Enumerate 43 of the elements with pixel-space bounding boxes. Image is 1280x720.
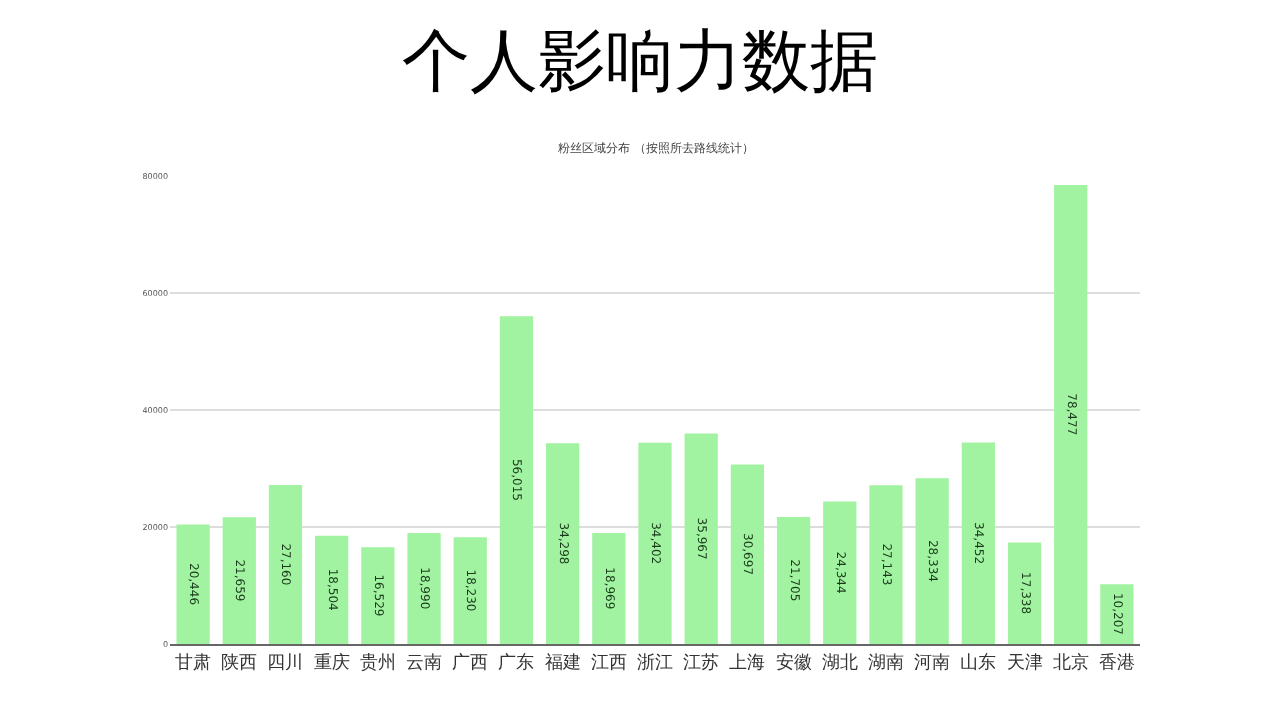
bar: [268, 485, 303, 644]
x-tick-label: 河南: [914, 651, 951, 674]
bar: [499, 316, 534, 644]
bar: [1054, 184, 1088, 644]
x-tick-label: 陕西: [221, 651, 258, 674]
bar: [915, 478, 949, 644]
chart-title: 个人影响力数据: [402, 21, 878, 102]
x-tick-label: 云南: [406, 651, 443, 674]
bar: [730, 464, 764, 644]
bar: [823, 501, 857, 644]
bar: [684, 433, 718, 644]
x-tick-label: 香港: [1098, 651, 1135, 674]
x-tick-label: 四川: [267, 651, 304, 674]
bar: [361, 547, 395, 644]
x-tick-label: 重庆: [313, 651, 350, 674]
x-tick-label: 广西: [452, 651, 489, 674]
x-tick-label: 江西: [590, 651, 627, 674]
x-tick-label: 浙江: [637, 651, 673, 674]
bar: [638, 442, 672, 644]
bar: [453, 537, 487, 644]
x-tick-label: 湖南: [867, 651, 904, 674]
x-tick-label: 甘肃: [175, 651, 212, 674]
bar: [592, 533, 626, 644]
x-tick-label: 湖北: [821, 651, 858, 674]
bar: [407, 532, 441, 644]
x-tick-label: 广东: [498, 651, 535, 674]
x-tick-label: 上海: [729, 651, 766, 674]
x-tick-label: 天津: [1006, 651, 1043, 674]
bar: [776, 517, 811, 644]
x-tick-label: 山东: [960, 651, 997, 674]
bar: [222, 517, 256, 644]
bar: [176, 524, 210, 644]
bar: [869, 485, 903, 644]
x-tick-label: 江苏: [683, 651, 720, 674]
bar: [961, 442, 995, 644]
bar: [1100, 584, 1134, 644]
bar: [546, 443, 580, 644]
x-tick-label: 福建: [544, 651, 581, 674]
x-tick-label: 安徽: [775, 651, 812, 674]
x-tick-label: 北京: [1052, 651, 1089, 674]
bar: [315, 535, 349, 644]
x-tick-label: 贵州: [359, 651, 396, 674]
bar: [1007, 542, 1042, 644]
